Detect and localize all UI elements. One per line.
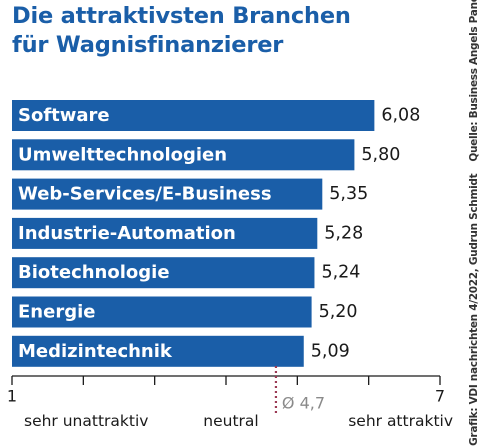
source-credit: Grafik: VDI nachrichten 4/2022, Gudrun S… — [468, 0, 480, 446]
x-tick-label-7: 7 — [435, 387, 445, 406]
value-label-umwelttechnologien: 5,80 — [361, 145, 400, 165]
value-label-industrie-automation: 5,28 — [324, 223, 363, 243]
bar-label-web-services-e-business: Web-Services/E-Business — [18, 184, 272, 205]
x-axis: 1 7 sehr unattraktiv neutral sehr attraktiv Ø… — [7, 366, 453, 430]
bar-industrie-automation — [12, 217, 318, 249]
bar-label-software: Software — [18, 105, 110, 126]
x-tick-label-1: 1 — [7, 387, 17, 406]
data-source: Quelle: Business Angels Panel — [468, 0, 480, 162]
axis-label-neutral: neutral — [203, 412, 258, 430]
bar-web-services-e-business — [12, 178, 323, 210]
bar-energie — [12, 296, 312, 328]
chart-title: Die attraktivsten Branchen für Wagnisfin… — [12, 2, 351, 60]
value-label-software: 6,08 — [381, 106, 420, 126]
bar-umwelttechnologien — [12, 139, 355, 171]
bar-label-biotechnologie: Biotechnologie — [18, 262, 170, 283]
bar-label-energie: Energie — [18, 302, 95, 323]
chart-title-line-2: für Wagnisfinanzierer — [12, 32, 284, 58]
bar-label-umwelttechnologien: Umwelttechnologien — [18, 144, 227, 165]
average-label: Ø 4,7 — [282, 394, 325, 413]
bar-software — [12, 100, 375, 131]
bar-label-medizintechnik: Medizintechnik — [18, 341, 173, 362]
axis-label-very-attractive: sehr attraktiv — [348, 412, 453, 430]
chart-title-line-1: Die attraktivsten Branchen — [12, 3, 351, 29]
value-label-biotechnologie: 5,24 — [321, 263, 360, 283]
axis-label-very-unattractive: sehr unattraktiv — [24, 412, 148, 430]
bars-group: Software 6,08 Umwelttechnologien 5,80 Web-Se… — [12, 100, 420, 367]
value-label-medizintechnik: 5,09 — [311, 341, 350, 361]
graphic-credit: Grafik: VDI nachrichten 4/2022, Gudrun S… — [468, 173, 480, 446]
bar-biotechnologie — [12, 257, 315, 289]
bar-medizintechnik — [12, 335, 304, 367]
value-label-energie: 5,20 — [319, 302, 358, 322]
bar-label-industrie-automation: Industrie-Automation — [18, 223, 236, 244]
value-label-web-services-e-business: 5,35 — [329, 184, 368, 204]
